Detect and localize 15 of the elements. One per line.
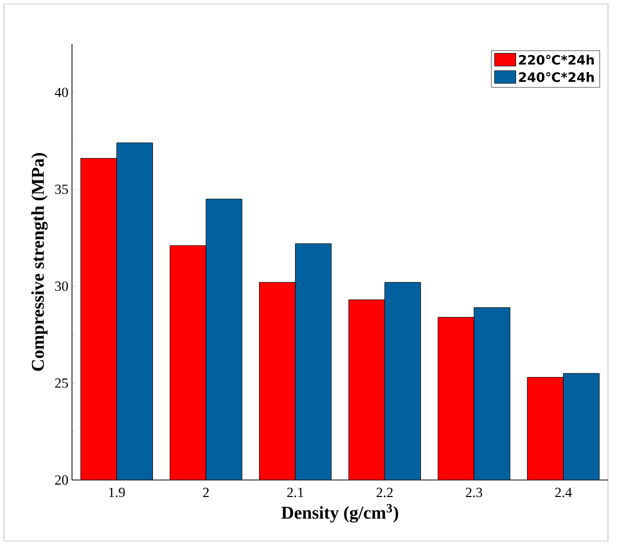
x-tick-label: 2.2 — [376, 488, 393, 498]
y-tick-label: 20 — [55, 475, 68, 485]
y-tick-label: 40 — [54, 88, 68, 98]
x-tick-label: 2.4 — [555, 488, 572, 498]
x-axis-title: Density (g/cm$^{3}$) — [281, 504, 398, 523]
x-tick-label: 2.3 — [466, 488, 482, 498]
x-tick-label: 2.1 — [287, 488, 304, 498]
y-tick-label: 25 — [55, 378, 68, 388]
x-tick-label: 1.9 — [109, 488, 125, 498]
legend-label: 240℃*24h — [519, 72, 594, 82]
y-tick-label: 35 — [55, 184, 68, 194]
y-tick-label: 30 — [55, 282, 68, 291]
y-axis-title: Compressive strength (MPa) — [31, 153, 48, 371]
legend-label: 220℃*24h — [519, 54, 594, 65]
x-tick-label: 2 — [203, 488, 209, 498]
